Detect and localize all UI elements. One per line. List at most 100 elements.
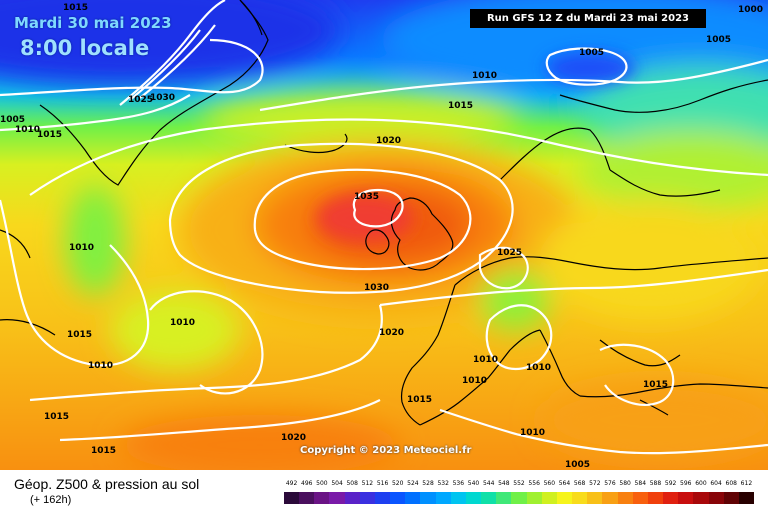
scale-swatch: [693, 492, 709, 504]
isobar-label: 1000: [738, 5, 763, 15]
scale-value: 576: [604, 480, 616, 487]
scale-swatch: [708, 492, 725, 504]
isobar-label: 1015: [67, 330, 92, 340]
scale-value: 508: [346, 480, 358, 487]
scale-value: 560: [543, 480, 556, 487]
scale-value: 548: [498, 480, 510, 487]
scale-value: 512: [361, 480, 374, 487]
isobar-label: 1010: [170, 318, 195, 328]
legend-panel: [0, 470, 768, 512]
scale-swatch: [329, 492, 346, 504]
coastlines: [0, 0, 768, 426]
isobar-label: 1010: [526, 363, 551, 373]
isobar-label: 1015: [407, 395, 432, 405]
scale-value: 532: [437, 480, 449, 487]
isobar-label: 1015: [63, 3, 88, 13]
isobar-label: 1035: [354, 192, 379, 202]
isobar-label: 1005: [0, 115, 25, 125]
scale-swatch: [435, 492, 452, 504]
isobar-label: 1015: [44, 412, 69, 422]
scale-value: 544: [482, 480, 495, 487]
scale-value: 604: [710, 480, 722, 487]
geopotential-field: [0, 0, 768, 470]
isobar-label: 1015: [37, 130, 62, 140]
scale-value: 568: [573, 480, 586, 487]
model-run-label: Run GFS 12 Z du Mardi 23 mai 2023: [470, 9, 706, 28]
scale-swatch: [647, 492, 664, 504]
scale-value: 552: [513, 480, 525, 487]
scale-swatch: [390, 492, 406, 504]
scale-value: 496: [301, 480, 313, 487]
scale-swatch: [587, 492, 603, 504]
scale-swatch: [511, 492, 528, 504]
isobar-label: 1010: [520, 428, 545, 438]
isobar-label: 1005: [706, 35, 731, 45]
scale-value: 528: [422, 480, 434, 487]
scale-swatch: [420, 492, 437, 504]
scale-swatch: [450, 492, 467, 504]
isobar-label: 1015: [448, 101, 473, 111]
scale-swatch: [374, 492, 391, 504]
scale-value: 592: [664, 480, 677, 487]
forecast-date: Mardi 30 mai 2023: [14, 14, 172, 32]
scale-swatch: [405, 492, 421, 504]
scale-swatch: [738, 492, 755, 504]
scale-swatch: [344, 492, 361, 504]
scale-swatch: [678, 492, 694, 504]
forecast-lead: (+ 162h): [30, 494, 72, 506]
scale-value: 536: [452, 480, 465, 487]
isobar-label: 1030: [364, 283, 389, 293]
isobar-label: 1005: [579, 48, 604, 58]
isobar-label: 1025: [128, 95, 153, 105]
isobar-labels: 1015 1005 1010 1015 1025 1030 1010 1015 …: [0, 3, 763, 470]
isobar-label: 1015: [643, 380, 668, 390]
isobar-label: 1010: [15, 125, 40, 135]
scale-value: 612: [740, 480, 753, 487]
isobar-label: 1010: [88, 361, 113, 371]
scale-swatch: [556, 492, 573, 504]
scale-value: 504: [331, 480, 343, 487]
scale-value: 492: [285, 480, 298, 487]
scale-swatch: [602, 492, 619, 504]
isobar-label: 1015: [91, 446, 116, 456]
scale-swatch: [632, 492, 649, 504]
isobar-label: 1020: [379, 328, 404, 338]
scale-value: 524: [407, 480, 419, 487]
scale-value: 596: [680, 480, 692, 487]
scale-swatch: [359, 492, 376, 504]
scale-swatch: [496, 492, 512, 504]
scale-swatch: [663, 492, 679, 504]
isobar-label: 1020: [281, 433, 306, 443]
isobar-label: 1025: [497, 248, 522, 258]
color-scale: [284, 492, 755, 504]
scale-value: 500: [316, 480, 328, 487]
forecast-time: 8:00 locale: [20, 36, 150, 60]
scale-swatch: [526, 492, 543, 504]
isobar-label: 1010: [462, 376, 487, 386]
scale-value: 540: [467, 480, 480, 487]
scale-value: 600: [695, 480, 707, 487]
isobar-label: 1010: [472, 71, 497, 81]
scale-value: 516: [376, 480, 389, 487]
scale-swatch: [572, 492, 588, 504]
scale-value: 572: [589, 480, 601, 487]
scale-swatch: [481, 492, 497, 504]
scale-value: 556: [528, 480, 540, 487]
scale-value: 520: [391, 480, 404, 487]
scale-value: 588: [649, 480, 662, 487]
scale-swatch: [465, 492, 482, 504]
scale-value: 564: [558, 480, 571, 487]
copyright: Copyright © 2023 Meteociel.fr: [300, 445, 472, 456]
scale-swatch: [541, 492, 558, 504]
isobar-label: 1030: [150, 93, 175, 103]
scale-swatch: [723, 492, 740, 504]
scale-value: 584: [634, 480, 647, 487]
scale-swatch: [284, 492, 300, 504]
weather-map: 1015 1005 1010 1015 1025 1030 1010 1015 …: [0, 0, 768, 470]
scale-swatch: [314, 492, 330, 504]
isobar-label: 1010: [69, 243, 94, 253]
color-scale-labels: 492 496 500 504 508 512 516 520 524 528 532 536 540 5…: [284, 480, 754, 490]
scale-value: 608: [725, 480, 737, 487]
isobar-label: 1020: [376, 136, 401, 146]
scale-value: 580: [619, 480, 631, 487]
